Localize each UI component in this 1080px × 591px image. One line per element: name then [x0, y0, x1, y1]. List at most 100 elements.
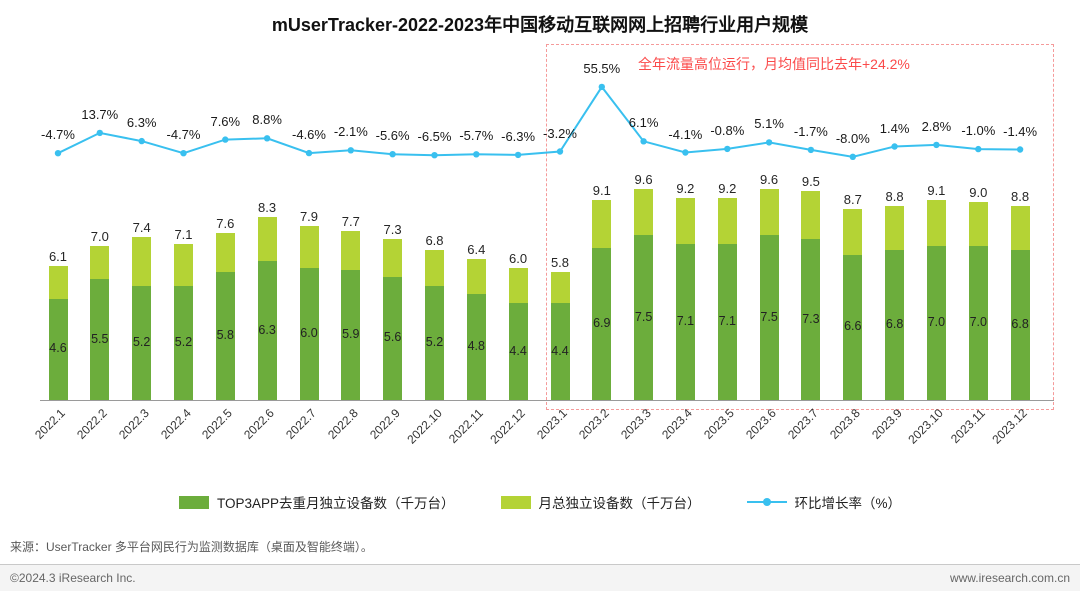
bar-top3	[383, 276, 403, 400]
legend-swatch-dark-green	[178, 495, 209, 509]
bar-total-label: 9.0	[969, 185, 988, 200]
growth-rate-label: -4.6%	[292, 127, 326, 143]
bar-total-label: 7.9	[299, 209, 319, 225]
highlight-2023-box	[546, 44, 1054, 410]
growth-rate-label: 2.8%	[921, 118, 952, 134]
growth-rate-label: -1.0%	[961, 123, 996, 139]
legend-label-total: 月总独立设备数（千万台）	[538, 496, 701, 511]
bar-total-label: 9.2	[676, 180, 695, 196]
legend-label-growth: 环比增长率（%）	[794, 496, 902, 511]
bar-top3-label: 7.0	[927, 315, 946, 329]
bar-total-label: 9.1	[592, 182, 611, 198]
chart-title: mUserTracker-2022-2023年中国移动互联网网上招聘行业用户规模	[271, 15, 809, 35]
line-point	[54, 150, 62, 157]
growth-rate-label: 5.1%	[754, 116, 784, 132]
bar-total-label: 9.2	[718, 180, 737, 196]
bar-total-label: 8.8	[1011, 189, 1030, 205]
bar-total-label: 7.1	[174, 226, 193, 242]
bar-top3-label: 5.2	[425, 334, 444, 349]
bar-top3-label: 5.2	[174, 334, 193, 349]
line-point	[389, 151, 396, 158]
bar-top3-label: 6.0	[300, 326, 318, 340]
bar-top3-label: 7.5	[760, 309, 778, 324]
line-point	[180, 150, 187, 157]
bar-total-label: 7.6	[216, 215, 235, 231]
bar-total-label: 9.1	[927, 182, 946, 198]
bar-total-label: 7.0	[90, 229, 109, 244]
growth-rate-label: 55.5%	[583, 60, 621, 76]
annotation-text: 全年流量高位运行，月均值同比去年+24.2%	[638, 56, 910, 72]
line-point	[263, 135, 271, 142]
legend: TOP3APP去重月独立设备数（千万台） 月总独立设备数（千万台） 环比增长率（…	[0, 492, 1080, 512]
bar-top3-label: 7.1	[676, 313, 695, 328]
line-point	[138, 137, 145, 145]
growth-rate-label: -3.2%	[543, 125, 577, 141]
website-link[interactable]: www.iresearch.com.cn	[949, 571, 1070, 585]
bar-top3-label: 5.8	[216, 328, 234, 343]
legend-item-total: 月总独立设备数（千万台）	[500, 492, 701, 512]
x-axis-line	[40, 400, 1054, 401]
bar-top3-label: 6.3	[258, 322, 276, 337]
bar-top3	[885, 250, 905, 400]
bar-top3	[675, 243, 695, 400]
legend-line-swatch	[746, 498, 787, 506]
line-point	[347, 147, 354, 154]
growth-rate-label: 7.6%	[210, 113, 241, 129]
bar-total-label: 6.0	[509, 251, 528, 266]
bar-top3	[215, 272, 235, 400]
bar-top3-label: 6.9	[593, 316, 611, 331]
bar-top3	[759, 235, 779, 400]
bar-top3-label: 6.6	[844, 319, 862, 334]
line-point	[305, 149, 313, 157]
bar-total-label: 9.6	[760, 171, 779, 187]
bar-top3-label: 4.4	[551, 343, 569, 358]
bar-top3	[90, 279, 110, 400]
bar-top3-label: 4.8	[467, 339, 485, 354]
bar-top3-label: 5.6	[383, 330, 402, 345]
bar-top3-label: 7.3	[802, 311, 820, 326]
bar-total-label: 8.3	[258, 200, 277, 216]
bar-top3-label: 4.4	[509, 343, 527, 358]
bar-top3	[1010, 250, 1030, 400]
growth-rate-label: 13.7%	[81, 106, 119, 122]
bar-top3-label: 7.0	[969, 315, 987, 329]
bar-top3-label: 5.9	[342, 327, 360, 342]
legend-item-top3: TOP3APP去重月独立设备数（千万台）	[178, 492, 455, 512]
bar-top3-label: 4.6	[49, 341, 67, 356]
bar-top3	[341, 270, 361, 400]
growth-rate-label: 6.1%	[628, 115, 659, 131]
bar-top3-label: 6.8	[885, 317, 904, 332]
growth-rate-label: -4.1%	[668, 126, 703, 142]
bar-top3	[48, 298, 68, 400]
bar-top3	[299, 268, 319, 400]
bar-total-label: 9.6	[634, 171, 653, 187]
bar-top3	[717, 243, 737, 400]
growth-rate-label: -0.8%	[710, 122, 745, 138]
legend-item-growth: 环比增长率（%）	[746, 492, 902, 512]
bar-total-label: 8.8	[885, 189, 904, 205]
bar-top3-label: 5.2	[132, 334, 151, 349]
line-point	[431, 152, 438, 159]
bar-total-label: 5.8	[550, 255, 570, 271]
line-point	[473, 151, 480, 158]
bar-total-label: 6.4	[467, 242, 486, 258]
bar-top3-label: 6.8	[1011, 317, 1029, 332]
bar-top3-label: 5.5	[91, 331, 109, 346]
growth-rate-label: -4.7%	[166, 127, 201, 143]
bar-top3	[174, 285, 193, 400]
bar-top3	[926, 246, 946, 400]
growth-rate-label: -4.7%	[41, 127, 75, 143]
bar-top3	[466, 294, 486, 400]
bar-top3	[801, 239, 821, 400]
growth-rate-label: -5.7%	[459, 128, 494, 144]
copyright-text: ©2024.3 iResearch Inc.	[10, 571, 136, 585]
legend-line-dot	[762, 498, 771, 506]
footer-bar: ©2024.3 iResearch Inc. www.iresearch.com…	[0, 564, 1080, 591]
bar-top3-label: 7.1	[718, 313, 736, 328]
bar-total-label: 7.4	[132, 220, 151, 236]
growth-rate-label: -6.3%	[501, 128, 536, 144]
legend-label-top3: TOP3APP去重月独立设备数（千万台）	[216, 496, 455, 511]
growth-rate-label: -5.6%	[375, 128, 410, 144]
bar-top3	[550, 303, 570, 400]
